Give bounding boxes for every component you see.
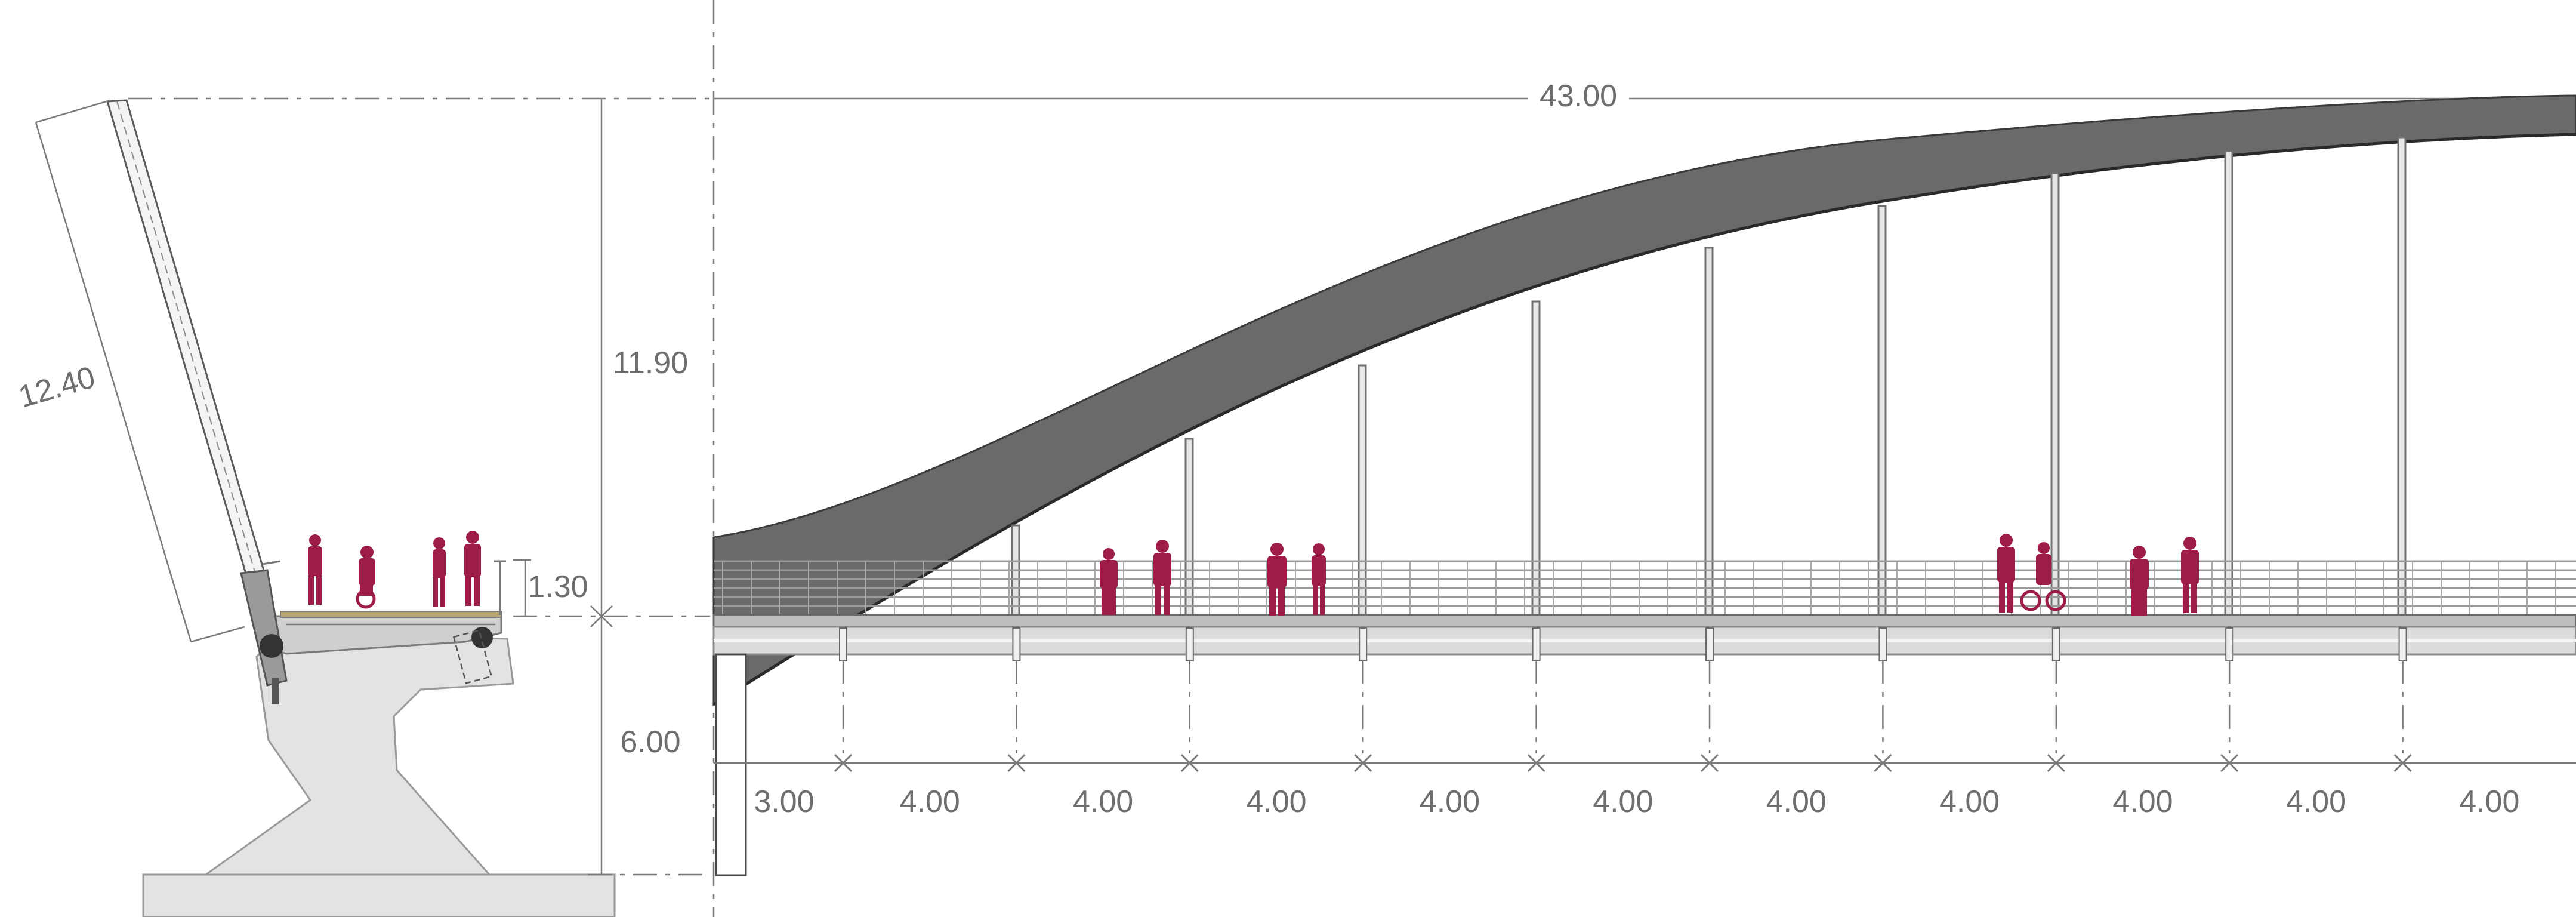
- pedestrian: [1312, 543, 1326, 615]
- deck-surface: [280, 611, 502, 618]
- mast-length-label: 12.40: [15, 360, 99, 415]
- bay-label: 4.00: [1593, 784, 1653, 819]
- deck-anchor: [1705, 627, 1714, 661]
- deck-anchor: [1012, 627, 1021, 661]
- bay-label: 4.00: [1246, 784, 1306, 819]
- pedestrian: [1100, 548, 1118, 615]
- pedestrian: [308, 534, 322, 605]
- railing: [714, 560, 2576, 607]
- pedestrian: [433, 537, 446, 607]
- elevation: 43.00: [712, 0, 2576, 917]
- pedestrian: [1267, 543, 1287, 616]
- bay-labels: 4.00 4.00 4.00 4.00 4.00 4.00 4.00 4.00 4.00 4.00: [900, 784, 2520, 819]
- cyclist: [356, 546, 376, 609]
- bay-tick: [2393, 753, 2412, 773]
- pedestrian: [464, 531, 481, 606]
- bay-tick: [2220, 753, 2239, 773]
- bay-label: 4.00: [1420, 784, 1480, 819]
- deck-anchor: [1532, 627, 1541, 661]
- deck-anchor: [1185, 627, 1194, 661]
- bay-label: 4.00: [1766, 784, 1827, 819]
- bay-tick: [1007, 753, 1026, 773]
- deck-clearance-label: 6.00: [620, 725, 680, 759]
- railing-height-label: 1.30: [527, 570, 588, 604]
- deck-anchor: [1878, 627, 1887, 661]
- railing-posts: [722, 561, 2556, 615]
- deck-anchor: [1359, 627, 1368, 661]
- pedestrian: [2181, 537, 2199, 613]
- span-label: 43.00: [1540, 79, 1617, 113]
- foundation-slab: [142, 873, 616, 917]
- pedestrian: [2130, 546, 2149, 616]
- first-bay-label: 3.00: [754, 784, 814, 819]
- elevation-people: [1100, 534, 2199, 616]
- pedestrian: [1153, 540, 1171, 615]
- abutment: [203, 632, 514, 876]
- bay-label: 4.00: [2112, 784, 2173, 819]
- elevation-deck: [712, 614, 2576, 628]
- bay-label: 4.00: [2286, 784, 2346, 819]
- cross-section: 12.40 11.90 6.00 1.30: [15, 97, 710, 917]
- pedestrian: [1997, 534, 2015, 613]
- height-above-deck-label: 11.90: [613, 346, 688, 380]
- bay-label: 4.00: [1939, 784, 2000, 819]
- bearing-right: [471, 627, 493, 648]
- mast-dim-line: [35, 122, 192, 642]
- bay-label: 4.00: [1073, 784, 1133, 819]
- cyclist: [2020, 542, 2066, 611]
- deck-anchor: [839, 627, 847, 661]
- bay-tick: [1180, 753, 1199, 773]
- abutment-column: [715, 653, 747, 876]
- deck-anchor: [2051, 627, 2060, 661]
- arch: [712, 94, 2576, 706]
- bay-label: 4.00: [900, 784, 960, 819]
- bay-label: 4.00: [2459, 784, 2519, 819]
- bay-tick: [1700, 753, 1719, 773]
- bay-tick: [1874, 753, 1892, 773]
- bay-ticks: [834, 660, 2412, 773]
- bearing-left: [260, 634, 283, 658]
- deck-anchor: [2398, 627, 2407, 661]
- inclined-mast: [106, 99, 273, 601]
- bay-tick: [1527, 753, 1545, 773]
- deck-anchor: [2225, 627, 2234, 661]
- section-people: [308, 531, 481, 609]
- bay-tick: [2047, 753, 2065, 773]
- bay-tick: [1354, 753, 1372, 773]
- bay-tick: [834, 753, 853, 773]
